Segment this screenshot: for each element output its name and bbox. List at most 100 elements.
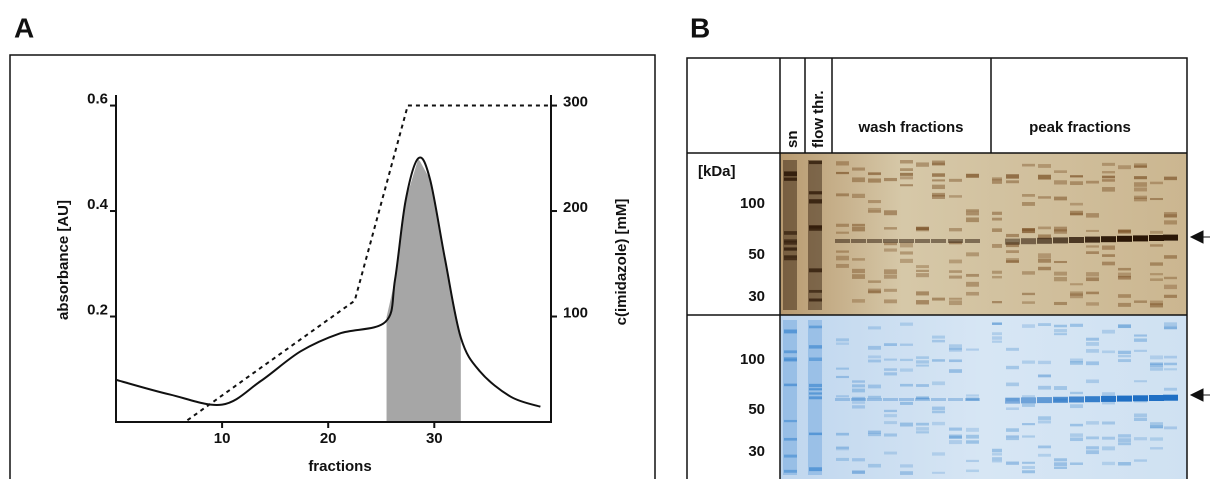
band xyxy=(932,163,945,166)
band xyxy=(1005,398,1020,404)
band xyxy=(1038,253,1051,258)
band xyxy=(1054,261,1067,263)
band xyxy=(836,376,849,378)
band xyxy=(948,239,963,243)
y-tick-label: 0.2 xyxy=(87,301,108,318)
band xyxy=(1054,302,1067,305)
band xyxy=(884,210,897,215)
band xyxy=(900,259,913,263)
band xyxy=(884,343,897,346)
band xyxy=(884,414,897,417)
x-axis-label: fractions xyxy=(308,458,371,475)
band xyxy=(1118,351,1131,354)
band xyxy=(966,440,979,443)
band xyxy=(900,173,913,176)
band xyxy=(852,384,865,387)
band xyxy=(916,291,929,295)
y-tick-label: 0.6 xyxy=(87,91,108,108)
band xyxy=(1164,368,1177,370)
band xyxy=(836,264,849,268)
band xyxy=(852,405,865,408)
x-tick-label: 10 xyxy=(214,430,231,447)
band xyxy=(1134,437,1147,440)
band xyxy=(1022,466,1035,469)
band xyxy=(900,368,913,371)
band xyxy=(966,218,979,223)
band xyxy=(899,398,914,401)
peak-region xyxy=(387,159,461,422)
band xyxy=(1133,395,1148,401)
band xyxy=(808,160,822,310)
band xyxy=(900,323,913,326)
band xyxy=(1134,334,1147,336)
band xyxy=(1164,295,1177,298)
band xyxy=(949,270,962,273)
band xyxy=(1022,395,1035,398)
band xyxy=(932,407,945,410)
band xyxy=(1102,437,1115,440)
band xyxy=(1038,175,1051,180)
band xyxy=(949,260,962,264)
band xyxy=(966,460,979,462)
panel-label: B xyxy=(690,12,710,43)
band xyxy=(992,449,1002,453)
band xyxy=(1070,424,1083,427)
silver-gel xyxy=(780,153,1187,315)
band xyxy=(949,359,962,362)
band xyxy=(836,193,849,196)
band xyxy=(868,355,881,358)
band xyxy=(932,411,945,414)
band xyxy=(932,185,945,189)
band xyxy=(852,401,865,404)
band xyxy=(1134,165,1147,167)
band xyxy=(1150,278,1163,281)
band xyxy=(1164,322,1177,325)
y-tick-label: 0.4 xyxy=(87,196,109,213)
band xyxy=(1054,329,1067,332)
band xyxy=(852,194,865,198)
band xyxy=(1070,324,1083,327)
lane-header: sn xyxy=(784,130,801,148)
band xyxy=(1163,235,1178,241)
band xyxy=(1021,397,1036,403)
band xyxy=(868,172,881,175)
band xyxy=(900,184,913,186)
band xyxy=(1118,434,1131,437)
band xyxy=(916,365,929,367)
band xyxy=(966,174,979,178)
band xyxy=(1085,237,1100,243)
band xyxy=(900,423,913,427)
band xyxy=(852,269,865,273)
band xyxy=(1150,362,1163,364)
band xyxy=(966,209,979,211)
band xyxy=(884,299,897,303)
band xyxy=(932,359,945,361)
band xyxy=(915,239,930,243)
band xyxy=(932,173,945,176)
band xyxy=(1054,277,1067,281)
band xyxy=(949,179,962,182)
band xyxy=(992,332,1002,335)
band xyxy=(1070,181,1083,185)
band xyxy=(966,274,979,277)
band xyxy=(1102,179,1115,182)
band xyxy=(1086,380,1099,384)
lane-header: wash fractions xyxy=(857,119,963,136)
band xyxy=(1022,164,1035,167)
band xyxy=(868,210,881,213)
band xyxy=(1054,462,1067,466)
band xyxy=(836,342,849,344)
band xyxy=(992,212,1002,215)
band xyxy=(1150,447,1163,449)
band xyxy=(1118,359,1131,362)
band xyxy=(852,299,865,303)
band xyxy=(900,251,913,254)
band xyxy=(1164,388,1177,391)
band xyxy=(949,347,962,350)
band xyxy=(1021,238,1036,244)
unit-label: [kDa] xyxy=(698,163,736,180)
band xyxy=(1102,254,1115,257)
band xyxy=(1134,418,1147,421)
band xyxy=(1054,458,1067,461)
